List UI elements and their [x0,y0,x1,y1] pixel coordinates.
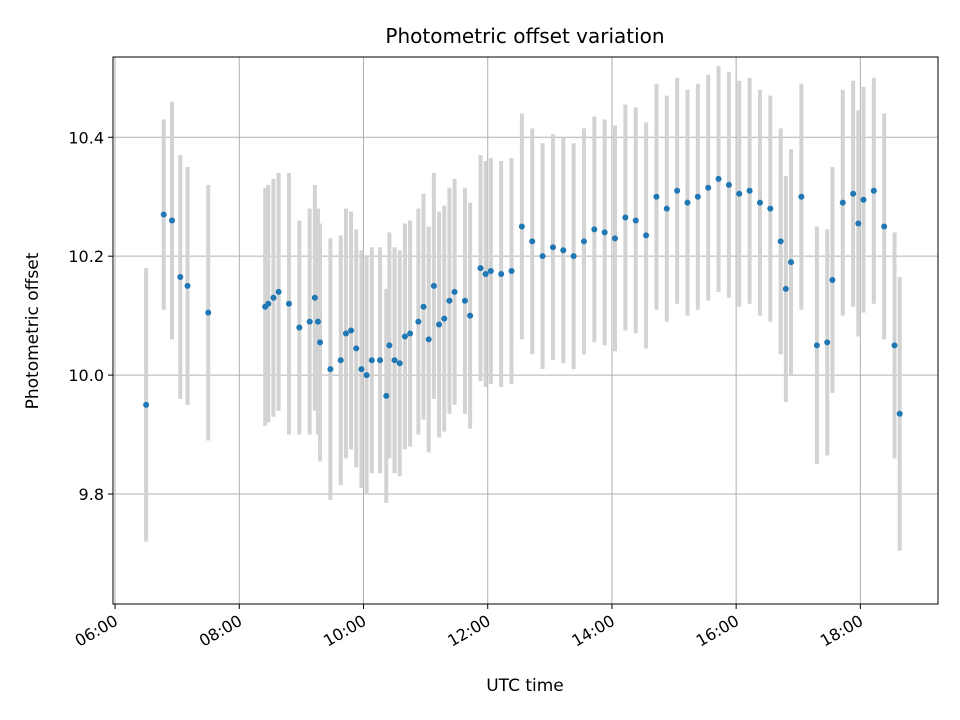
data-point [788,259,795,266]
data-point [169,217,176,224]
data-points [143,175,903,417]
data-point [143,401,150,408]
data-point [508,268,515,275]
data-point [591,226,598,233]
y-axis-label: Photometric offset [23,252,43,409]
data-point [725,181,732,188]
data-point [622,214,629,221]
data-point [401,333,408,340]
x-axis-label: UTC time [486,676,564,696]
data-point [694,193,701,200]
data-point [601,229,608,236]
data-point [407,330,414,337]
data-point [777,238,784,245]
data-point [342,330,349,337]
data-point [746,187,753,194]
data-point [705,184,712,191]
data-point [570,253,577,260]
data-point [560,247,567,254]
data-point [736,190,743,197]
data-point [296,324,303,331]
data-point [643,232,650,239]
data-point [674,187,681,194]
chart-title: Photometric offset variation [385,24,664,48]
data-point [498,271,505,278]
data-point [813,342,820,349]
data-point [482,271,489,278]
data-point [430,282,437,289]
data-point [386,342,393,349]
y-tick-label: 10.2 [68,247,104,266]
data-point [420,303,427,310]
data-point [205,309,212,316]
data-point [327,366,334,373]
data-point [270,294,277,301]
data-point [348,327,355,334]
data-point [317,339,324,346]
data-point [314,318,321,325]
data-point [391,357,398,364]
data-point [684,199,691,206]
data-point [715,175,722,182]
data-point [363,372,370,379]
data-point [870,187,877,194]
data-point [612,235,619,242]
data-point [285,300,292,307]
data-point [881,223,888,230]
data-point [306,318,313,325]
data-point [461,297,468,304]
data-point [383,392,390,399]
data-point [782,285,789,292]
data-point [549,244,556,251]
data-point [441,315,448,322]
data-point [311,294,318,301]
y-tick-label: 10.4 [68,128,104,147]
data-point [396,360,403,367]
plot-frame [112,56,939,605]
data-point [275,288,282,295]
data-point [446,297,453,304]
data-point [425,336,432,343]
data-point [824,339,831,346]
data-point [580,238,587,245]
data-point [265,300,272,307]
data-point [184,282,191,289]
data-point [415,318,422,325]
data-point [855,220,862,227]
data-point [767,205,774,212]
data-point [177,273,184,280]
data-point [487,268,494,275]
data-point [632,217,639,224]
data-point [451,288,458,295]
data-point [358,366,365,373]
data-point [160,211,167,218]
data-point [860,196,867,203]
y-tick-label: 9.8 [79,485,104,504]
data-point [353,345,360,352]
data-point [891,342,898,349]
data-point [477,265,484,272]
data-point [368,357,375,364]
data-point [663,205,670,212]
data-point [467,312,474,319]
data-point [756,199,763,206]
data-point [839,199,846,206]
data-point [829,276,836,283]
y-tick-label: 10.0 [68,366,104,385]
data-point [377,357,384,364]
data-point [436,321,443,328]
data-point [539,253,546,260]
data-point [337,357,344,364]
data-point [798,193,805,200]
data-point [850,190,857,197]
data-point [896,410,903,417]
data-point [529,238,536,245]
data-point [518,223,525,230]
data-point [653,193,660,200]
